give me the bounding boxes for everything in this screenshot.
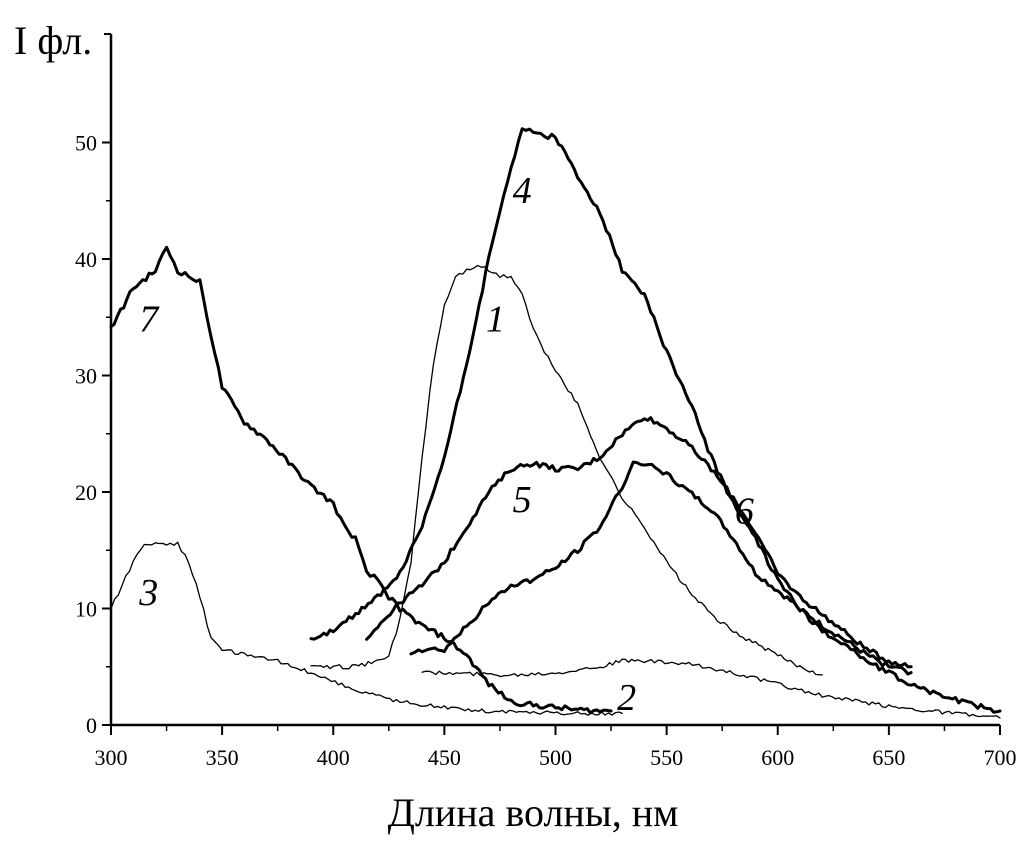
curve-7 — [109, 245, 613, 715]
y-tick-label: 10 — [75, 597, 97, 622]
y-tick-label: 20 — [75, 480, 97, 505]
ticks — [102, 33, 1001, 735]
curve-5 — [365, 416, 913, 669]
y-tick-label: 40 — [75, 247, 97, 272]
series-label-3: 3 — [138, 572, 158, 614]
y-axis-title: I фл. — [14, 18, 92, 63]
series-label-1: 1 — [486, 298, 505, 340]
x-tick-label: 400 — [317, 745, 350, 770]
x-tick-label: 550 — [650, 745, 683, 770]
x-axis-title: Длина волны, нм — [388, 790, 679, 835]
x-tick-label: 500 — [539, 745, 572, 770]
x-tick-label: 450 — [428, 745, 461, 770]
curve-3 — [110, 541, 623, 716]
x-tick-label: 650 — [872, 745, 905, 770]
series-label-2: 2 — [617, 677, 636, 719]
series-label-6: 6 — [735, 490, 754, 532]
series-label-5: 5 — [513, 479, 532, 521]
series-labels: 1 2 3 4 5 6 7 — [138, 170, 754, 719]
y-tick-label: 50 — [75, 131, 97, 156]
curve-6 — [409, 460, 913, 676]
y-tick-label: 0 — [86, 713, 97, 738]
x-tick-label: 350 — [206, 745, 239, 770]
y-tick-label: 30 — [75, 364, 97, 389]
series-label-7: 7 — [139, 298, 160, 340]
curve-4 — [309, 127, 1002, 714]
series-label-4: 4 — [513, 170, 532, 212]
x-tick-label: 700 — [984, 745, 1017, 770]
x-tick-label: 300 — [95, 745, 128, 770]
tick-labels: 0 10 20 30 40 50 300 350 400 450 500 550 600 650 700 — [75, 131, 1017, 771]
curve-1 — [310, 264, 823, 676]
curves — [109, 127, 1002, 719]
curve-2 — [421, 658, 1001, 719]
x-tick-label: 600 — [761, 745, 794, 770]
